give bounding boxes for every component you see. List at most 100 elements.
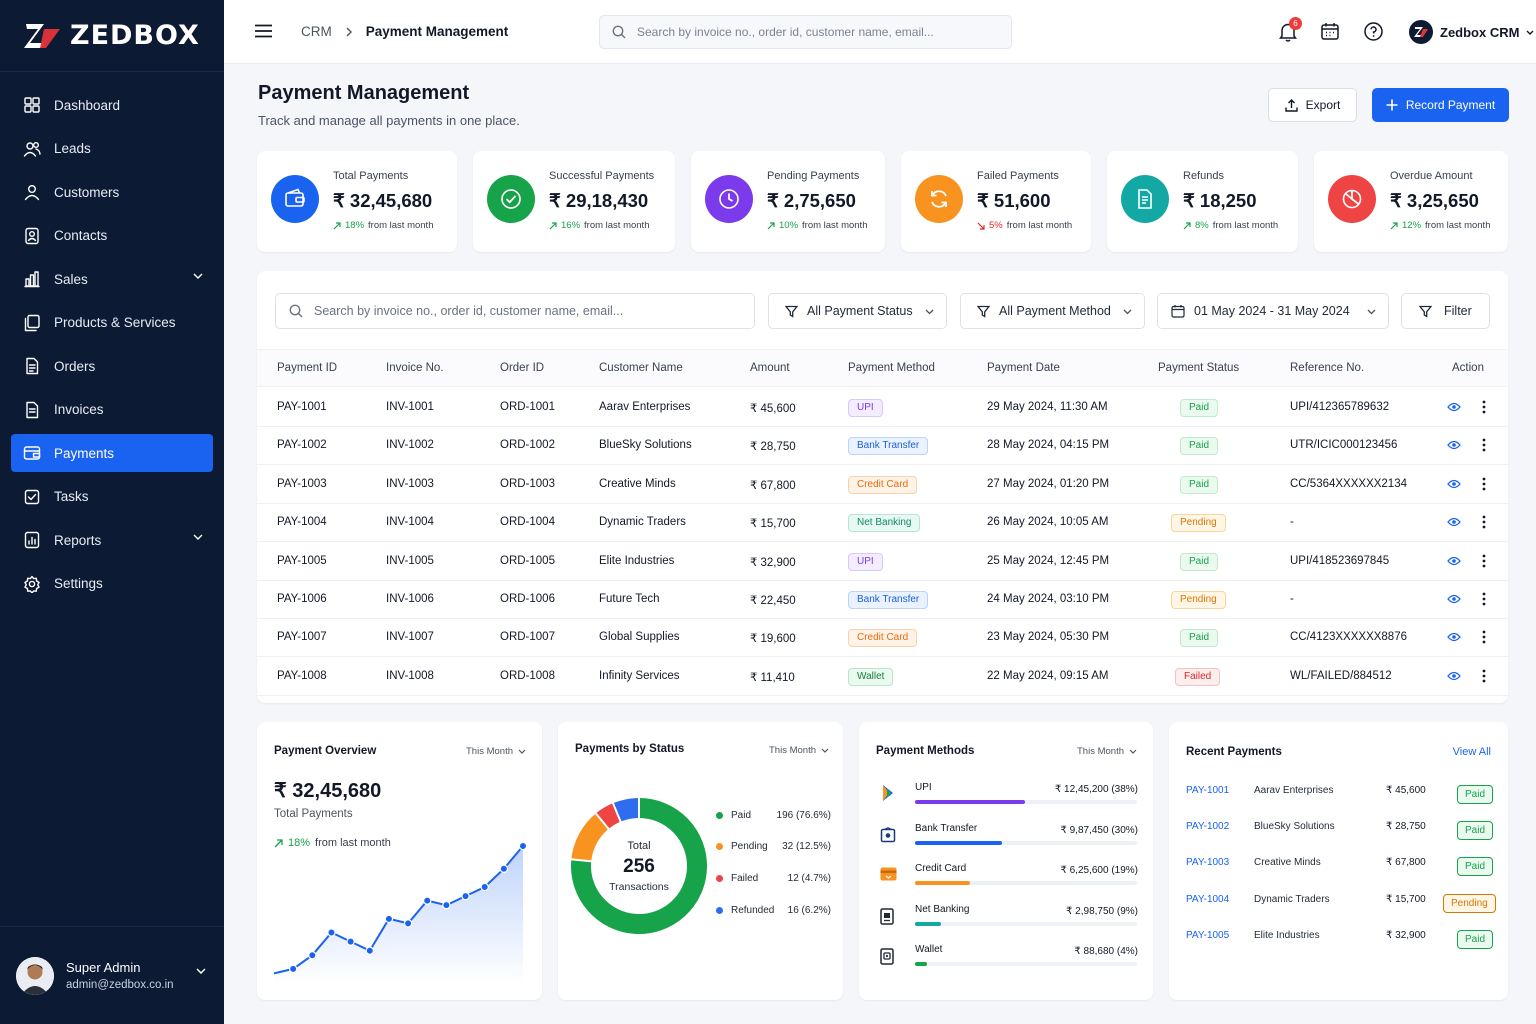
table-row[interactable]: PAY-1001 INV-1001 ORD-1001 Aarav Enterprise… bbox=[257, 389, 1508, 427]
status-filter-dropdown[interactable]: All Payment Status bbox=[768, 293, 947, 329]
eye-icon[interactable] bbox=[1447, 517, 1461, 527]
column-header-invoice-no[interactable]: Invoice No. bbox=[386, 362, 444, 374]
sidebar-item-orders[interactable]: Orders bbox=[11, 347, 213, 385]
kpi-change: 5% bbox=[989, 220, 1003, 231]
eye-icon[interactable] bbox=[1447, 479, 1461, 489]
user-profile[interactable]: Super Admin admin@zedbox.co.in bbox=[0, 926, 224, 1024]
payment-id-cell[interactable]: PAY-1004 bbox=[277, 516, 327, 529]
recent-row[interactable]: PAY-1001 Aarav Enterprises ₹ 45,600 Paid bbox=[1186, 781, 1494, 804]
payment-id-cell[interactable]: PAY-1007 bbox=[277, 631, 327, 644]
recent-row[interactable]: PAY-1003 Creative Minds ₹ 67,800 Paid bbox=[1186, 853, 1494, 877]
date-range-picker[interactable]: 01 May 2024 - 31 May 2024 bbox=[1157, 293, 1389, 329]
sidebar-item-sales[interactable]: Sales bbox=[11, 260, 213, 298]
view-all-link[interactable]: View All bbox=[1452, 746, 1491, 758]
column-header-amount[interactable]: Amount bbox=[750, 362, 790, 374]
more-options-icon[interactable] bbox=[1482, 515, 1486, 529]
eye-icon[interactable] bbox=[1447, 440, 1461, 450]
sidebar-item-customers[interactable]: Customers bbox=[11, 173, 213, 211]
sidebar-item-products-services[interactable]: Products & Services bbox=[11, 304, 213, 342]
recent-payment-id[interactable]: PAY-1004 bbox=[1186, 893, 1230, 905]
table-row[interactable]: PAY-1008 INV-1008 ORD-1008 Infinity Service… bbox=[257, 658, 1508, 696]
method-row-net-banking[interactable]: Net Banking ₹ 2,98,750 (9%) bbox=[876, 904, 1138, 944]
account-menu[interactable]: Zedbox CRM bbox=[1409, 20, 1534, 44]
eye-icon[interactable] bbox=[1447, 556, 1461, 566]
export-button[interactable]: Export bbox=[1268, 88, 1357, 122]
more-options-icon[interactable] bbox=[1482, 592, 1486, 606]
more-options-icon[interactable] bbox=[1482, 400, 1486, 414]
payment-id-cell[interactable]: PAY-1006 bbox=[277, 593, 327, 605]
filter-button[interactable]: Filter bbox=[1401, 293, 1490, 329]
more-options-icon[interactable] bbox=[1482, 438, 1486, 452]
table-row[interactable]: PAY-1007 INV-1007 ORD-1007 Global Supplies ₹… bbox=[257, 619, 1508, 658]
more-options-icon[interactable] bbox=[1482, 477, 1486, 491]
kpi-card-failed-payments[interactable]: Failed Payments ₹ 51,600 5% from last month bbox=[901, 151, 1091, 252]
sidebar-item-reports[interactable]: Reports bbox=[11, 521, 213, 559]
sidebar-item-leads[interactable]: Leads bbox=[11, 130, 213, 168]
column-header-payment-method[interactable]: Payment Method bbox=[848, 362, 935, 374]
table-row[interactable]: PAY-1004 INV-1004 ORD-1004 Dynamic Traders ₹… bbox=[257, 504, 1508, 543]
eye-icon[interactable] bbox=[1447, 594, 1461, 604]
chevron-down-icon[interactable] bbox=[193, 534, 203, 540]
help-icon[interactable] bbox=[1364, 22, 1383, 41]
sidebar-item-settings[interactable]: Settings bbox=[11, 565, 213, 603]
recent-payment-id[interactable]: PAY-1003 bbox=[1186, 857, 1230, 869]
column-header-customer-name[interactable]: Customer Name bbox=[599, 362, 683, 374]
more-options-icon[interactable] bbox=[1482, 630, 1486, 644]
menu-icon[interactable] bbox=[255, 24, 272, 38]
table-row[interactable]: PAY-1002 INV-1002 ORD-1002 BlueSky Solution… bbox=[257, 427, 1508, 466]
recent-payment-id[interactable]: PAY-1001 bbox=[1186, 785, 1230, 796]
eye-icon[interactable] bbox=[1447, 632, 1461, 642]
column-header-reference-no[interactable]: Reference No. bbox=[1290, 362, 1365, 374]
column-header-action[interactable]: Action bbox=[1452, 362, 1484, 374]
recent-row[interactable]: PAY-1002 BlueSky Solutions ₹ 28,750 Paid bbox=[1186, 817, 1494, 841]
sidebar-item-invoices[interactable]: Invoices bbox=[11, 391, 213, 429]
method-amount: ₹ 88,680 (4%) bbox=[1074, 946, 1138, 957]
kpi-card-total-payments[interactable]: Total Payments ₹ 32,45,680 18% from last mo… bbox=[257, 151, 457, 252]
record-payment-button[interactable]: Record Payment bbox=[1372, 88, 1509, 122]
table-search-input[interactable]: Search by invoice no., order id, custome… bbox=[275, 293, 755, 329]
status-range-dropdown[interactable]: This Month bbox=[769, 745, 829, 756]
method-row-wallet[interactable]: Wallet ₹ 88,680 (4%) bbox=[876, 944, 1138, 984]
payment-id-cell[interactable]: PAY-1005 bbox=[277, 554, 327, 567]
sidebar-item-dashboard[interactable]: Dashboard bbox=[11, 86, 213, 124]
kpi-card-pending-payments[interactable]: Pending Payments ₹ 2,75,650 10% from last m… bbox=[691, 151, 885, 252]
kpi-card-refunds[interactable]: Refunds ₹ 18,250 8% from last month bbox=[1107, 151, 1298, 252]
recent-payment-id[interactable]: PAY-1002 bbox=[1186, 821, 1230, 833]
recent-row[interactable]: PAY-1005 Elite Industries ₹ 32,900 Paid bbox=[1186, 926, 1494, 949]
sidebar-item-tasks[interactable]: Tasks bbox=[11, 478, 213, 516]
kpi-value: ₹ 32,45,680 bbox=[333, 190, 433, 211]
brand-logo[interactable]: ZEDBOX bbox=[0, 0, 224, 72]
recent-payment-id[interactable]: PAY-1005 bbox=[1186, 929, 1230, 941]
sidebar-item-payments[interactable]: Payments bbox=[11, 434, 213, 472]
eye-icon[interactable] bbox=[1447, 402, 1461, 412]
kpi-card-overdue-amount[interactable]: Overdue Amount ₹ 3,25,650 12% from last mon… bbox=[1314, 151, 1508, 252]
sidebar-item-contacts[interactable]: Contacts bbox=[11, 217, 213, 255]
kpi-card-successful-payments[interactable]: Successful Payments ₹ 29,18,430 16% from la… bbox=[473, 151, 675, 252]
payment-id-cell[interactable]: PAY-1002 bbox=[277, 439, 327, 452]
column-header-payment-id[interactable]: Payment ID bbox=[277, 362, 338, 374]
breadcrumb-crm[interactable]: CRM bbox=[301, 24, 332, 39]
column-header-payment-status[interactable]: Payment Status bbox=[1158, 362, 1240, 374]
calendar-icon[interactable] bbox=[1321, 22, 1339, 40]
overview-range-dropdown[interactable]: This Month bbox=[466, 746, 526, 757]
payment-id-cell[interactable]: PAY-1003 bbox=[277, 477, 327, 490]
chevron-down-icon[interactable] bbox=[193, 273, 203, 279]
column-header-payment-date[interactable]: Payment Date bbox=[987, 362, 1060, 374]
recent-row[interactable]: PAY-1004 Dynamic Traders ₹ 15,700 Pending bbox=[1186, 890, 1496, 913]
method-row-credit-card[interactable]: Credit Card ₹ 6,25,600 (19%) bbox=[876, 863, 1138, 903]
table-row[interactable]: PAY-1005 INV-1005 ORD-1005 Elite Industries… bbox=[257, 543, 1508, 581]
eye-icon[interactable] bbox=[1447, 671, 1461, 681]
chevron-down-icon[interactable] bbox=[196, 968, 206, 974]
table-row[interactable]: PAY-1003 INV-1003 ORD-1003 Creative Minds ₹ … bbox=[257, 466, 1508, 504]
global-search-input[interactable]: Search by invoice no., order id, custome… bbox=[599, 15, 1012, 49]
methods-range-dropdown[interactable]: This Month bbox=[1077, 746, 1137, 757]
method-filter-dropdown[interactable]: All Payment Method bbox=[960, 293, 1145, 329]
method-row-bank-transfer[interactable]: Bank Transfer ₹ 9,87,450 (30%) bbox=[876, 823, 1138, 863]
more-options-icon[interactable] bbox=[1482, 554, 1486, 568]
payment-id-cell[interactable]: PAY-1008 bbox=[277, 669, 327, 682]
column-header-order-id[interactable]: Order ID bbox=[500, 362, 545, 374]
method-row-upi[interactable]: UPI ₹ 12,45,200 (38%) bbox=[876, 782, 1138, 822]
table-row[interactable]: PAY-1006 INV-1006 ORD-1006 Future Tech ₹ 22,… bbox=[257, 581, 1508, 619]
payment-id-cell[interactable]: PAY-1001 bbox=[277, 401, 327, 413]
more-options-icon[interactable] bbox=[1482, 669, 1486, 683]
